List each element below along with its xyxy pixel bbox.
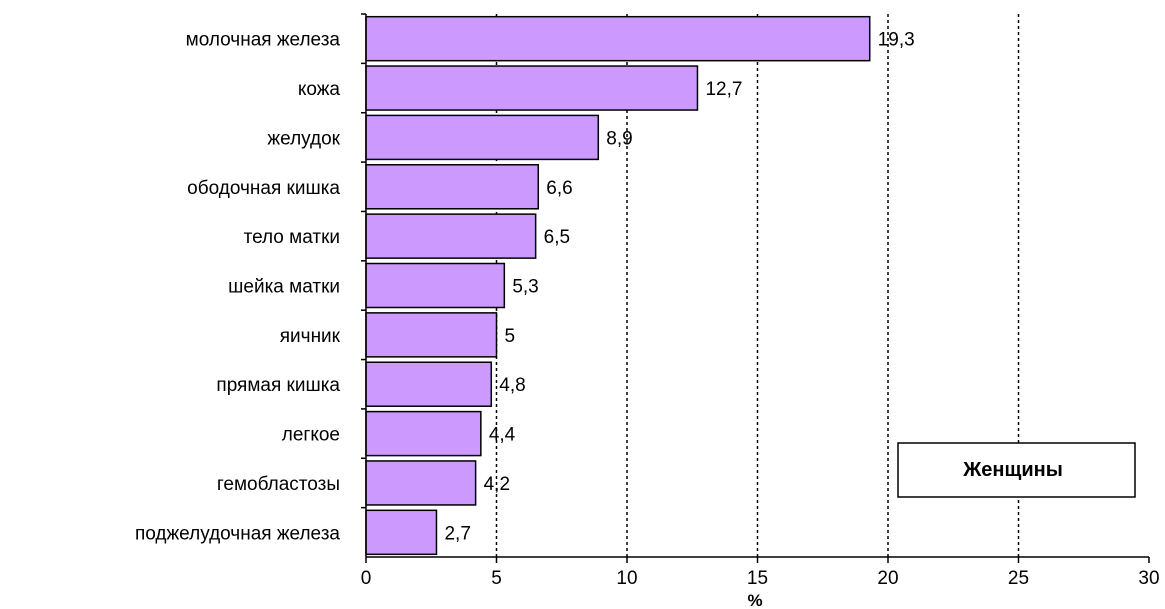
- value-label: 6,5: [544, 227, 570, 248]
- bar: [365, 15, 871, 62]
- x-tick-label: 20: [877, 568, 898, 589]
- legend-box: [897, 442, 1136, 498]
- bar: [365, 361, 493, 407]
- bar: [365, 509, 438, 556]
- x-tick-label: 30: [1138, 568, 1159, 589]
- category-label: прямая кишка: [216, 375, 340, 396]
- x-tick-label: 25: [1008, 568, 1029, 589]
- x-tick-label: 5: [491, 568, 502, 589]
- bar: [365, 410, 482, 457]
- value-label: 2,7: [444, 523, 470, 544]
- category-label: яичник: [280, 326, 341, 347]
- category-label: молочная железа: [186, 30, 341, 51]
- category-label: кожа: [298, 79, 341, 100]
- legend: Женщины: [897, 442, 1136, 498]
- category-label: ободочная кишка: [187, 178, 340, 199]
- bar: [365, 262, 506, 309]
- bars: [365, 15, 871, 556]
- category-labels: молочная железа кожа желудок ободочная кишк…: [135, 30, 341, 545]
- category-label: шейка матки: [228, 277, 340, 298]
- bar: [365, 312, 498, 358]
- x-axis-ticks: 0 5 10 15 20 25 30: [361, 557, 1160, 589]
- legend-label: Женщины: [962, 459, 1063, 481]
- x-tick-label: 15: [747, 568, 768, 589]
- category-label: поджелудочная железа: [135, 523, 340, 544]
- value-label: 4,2: [484, 474, 510, 495]
- x-axis-title: %: [747, 591, 762, 609]
- value-label: 8,9: [606, 128, 632, 149]
- bar: [365, 65, 699, 111]
- category-label: желудок: [267, 128, 340, 149]
- bar: [365, 460, 477, 506]
- value-label: 5: [505, 326, 516, 347]
- bar: [365, 164, 540, 210]
- bar: [365, 114, 600, 161]
- category-label: тело матки: [244, 227, 340, 248]
- x-tick-label: 0: [361, 568, 372, 589]
- value-label: 5,3: [512, 277, 538, 298]
- category-label: легкое: [282, 425, 340, 446]
- value-label: 12,7: [705, 79, 742, 100]
- value-label: 4,8: [499, 375, 525, 396]
- value-labels: 19,3 12,7 8,9 6,6 6,5 5,3 5 4,8 4,4 4,2 2,7: [444, 30, 914, 545]
- value-label: 4,4: [489, 425, 516, 446]
- x-tick-label: 10: [616, 568, 637, 589]
- value-label: 6,6: [546, 178, 572, 199]
- category-label: гемобластозы: [217, 474, 340, 495]
- value-label: 19,3: [878, 30, 915, 51]
- bar: [365, 213, 537, 259]
